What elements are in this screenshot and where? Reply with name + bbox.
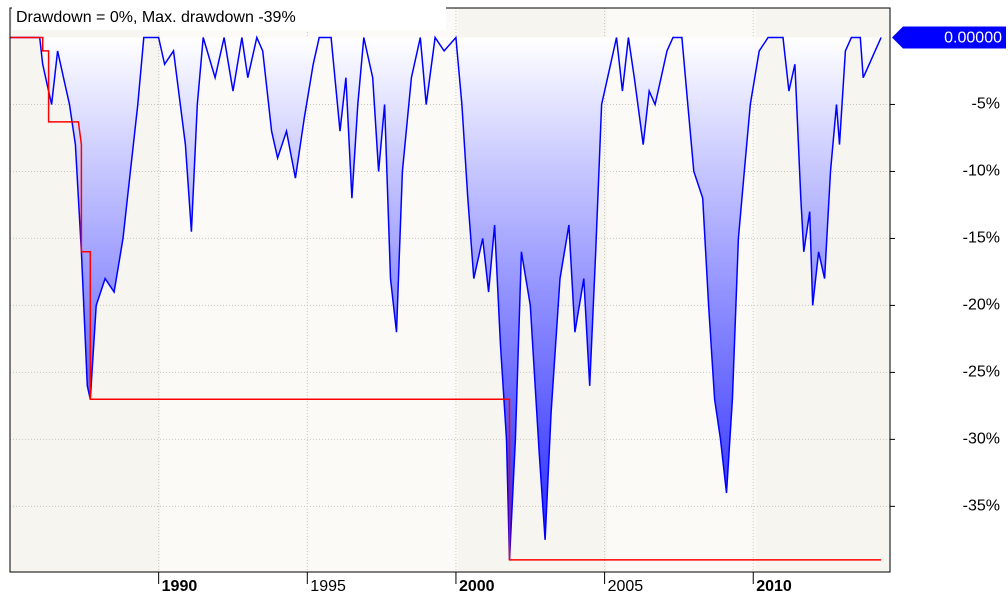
line <box>10 35 882 560</box>
title-box <box>12 6 446 30</box>
y-tick-label: -20% <box>963 297 1000 314</box>
y-tick-label: -15% <box>963 230 1000 247</box>
line <box>10 36 882 561</box>
area <box>10 37 882 560</box>
chart-title: Drawdown = 0%, Max. drawdown -39% <box>16 9 296 26</box>
y-tick-label: -25% <box>963 364 1000 381</box>
x-tick-label: 1990 <box>162 578 198 595</box>
x-tick-label: 1995 <box>310 578 346 595</box>
y-tick-label: -35% <box>963 498 1000 515</box>
plot-border <box>9 7 891 573</box>
x-tick-label: 2010 <box>756 578 792 595</box>
y-tick-label: -5% <box>972 96 1000 113</box>
y-tick-label: -10% <box>963 163 1000 180</box>
x-tick-label: 2005 <box>608 578 644 595</box>
value-marker-label: 0.00000 <box>944 30 1002 47</box>
x-tick-label: 2000 <box>459 578 495 595</box>
y-tick-label: -30% <box>963 431 1000 448</box>
value-marker <box>892 26 1006 49</box>
